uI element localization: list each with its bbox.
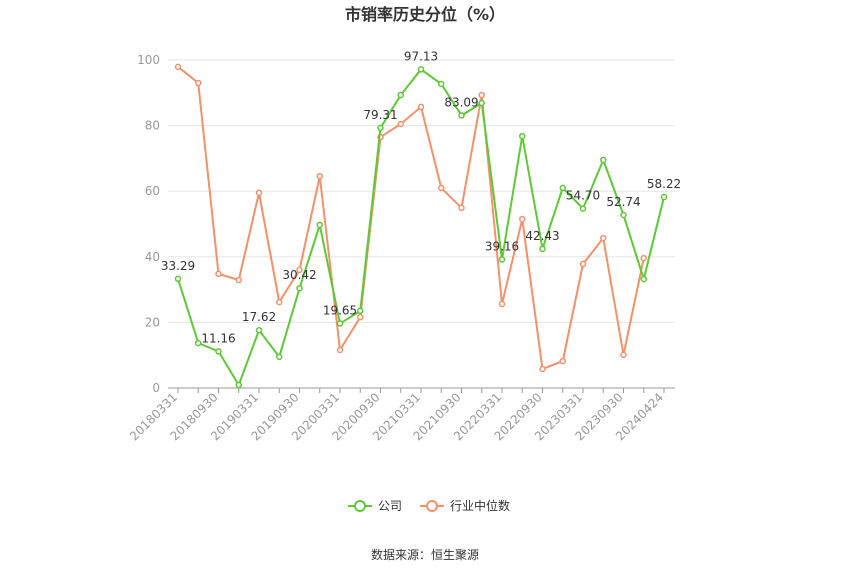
point [559,184,566,192]
point [195,339,202,347]
point [276,298,283,306]
chart-title: 市销率历史分位（%） [345,5,505,24]
point [417,66,425,73]
point [600,156,607,164]
point [195,79,202,87]
y-tick-label: 60 [145,184,160,198]
point [498,256,506,263]
point [174,63,182,71]
source: 数据来源：恒生聚源 [371,547,479,562]
point [600,234,607,242]
point [316,221,323,229]
data-label: 58.22 [647,177,681,191]
point [579,260,587,268]
point [255,189,263,197]
point [215,348,222,355]
point [215,270,222,278]
point [458,204,465,212]
point [539,365,546,373]
y-tick-label: 20 [145,315,160,329]
data-label: 42.43 [525,229,559,243]
legend-marker [354,500,366,512]
data-label: 83.09 [444,95,478,109]
point [640,254,647,262]
data-label: 54.70 [566,189,600,203]
legend-item: 公司 [348,499,402,513]
legend-label: 行业中位数 [450,498,510,513]
point [276,353,283,361]
point [620,211,627,219]
point [397,120,404,128]
point [357,313,364,321]
y-tick-label: 100 [137,53,160,67]
point [255,326,263,334]
point [357,307,364,315]
point [235,276,242,284]
data-label: 39.16 [485,240,519,254]
y-tick-label: 0 [152,381,160,395]
point [336,320,344,327]
point [620,351,627,359]
y-tick-label: 80 [145,119,160,133]
point [377,124,384,132]
point [559,357,566,365]
point [660,193,668,201]
point [498,300,506,308]
y-tick-label: 40 [145,250,160,264]
data-label: 30.42 [282,268,316,282]
data-label: 11.16 [201,331,235,345]
point [174,275,182,283]
series-line [177,66,645,371]
data-label: 52.74 [606,195,640,209]
point [397,91,404,99]
legend-marker [426,500,439,512]
point [316,172,323,180]
point [539,245,546,253]
data-label: 97.13 [404,49,438,63]
point [336,346,344,354]
point [438,184,445,192]
point [519,132,526,140]
point [417,103,425,111]
point [478,91,485,99]
data-label: 19.65 [323,304,357,318]
point [296,266,303,274]
point [438,80,445,88]
data-label: 17.62 [242,310,276,324]
legend-item: 行业中位数 [420,498,510,513]
data-label: 79.31 [363,108,397,122]
point [640,275,647,283]
point [458,112,465,119]
point [235,381,242,389]
point [579,205,587,212]
point [296,284,303,292]
data-label: 33.29 [161,259,195,273]
point [519,215,526,223]
legend-label: 公司 [378,499,402,513]
point [478,99,485,107]
